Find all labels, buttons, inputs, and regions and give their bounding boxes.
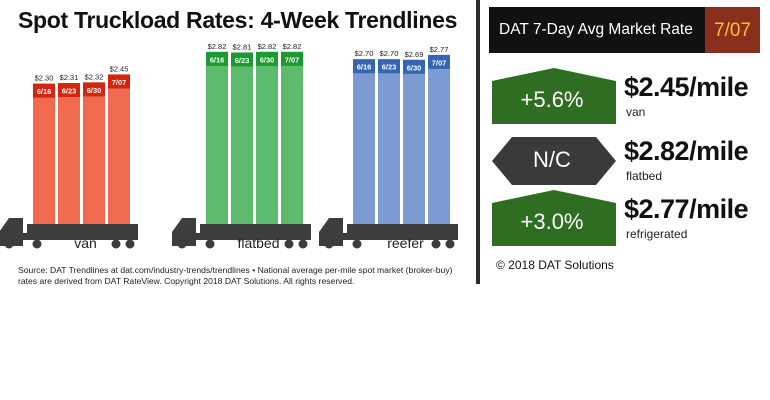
- no-change-badge: [492, 137, 616, 185]
- value-label: $2.81: [233, 42, 252, 51]
- rate-label: flatbed: [626, 169, 663, 183]
- date-tab: [378, 59, 400, 74]
- trailer-deck: [347, 224, 458, 233]
- wheel-icon: [445, 239, 455, 249]
- date-label: 6/16: [37, 87, 52, 96]
- truck-chassis: [23, 233, 138, 240]
- wheel-icon: [4, 239, 14, 249]
- date-label: 7/07: [285, 55, 300, 64]
- date-label: 6/30: [260, 55, 275, 64]
- wheel-icon: [324, 239, 334, 249]
- date-tab: [58, 83, 80, 98]
- value-label: $2.70: [355, 49, 374, 58]
- date-label: 7/07: [112, 78, 127, 87]
- date-tab: [33, 83, 55, 98]
- date-tab: [256, 51, 278, 66]
- date-label: 6/23: [235, 56, 250, 65]
- value-label: $2.31: [60, 73, 79, 82]
- rate-value: $2.45/mile: [624, 72, 749, 102]
- rate-row-van: +5.6% $2.45/mile van: [492, 68, 767, 128]
- bar-flatbed-6/23: [231, 52, 253, 224]
- wheel-icon: [125, 239, 135, 249]
- value-label: $2.45: [110, 64, 129, 73]
- truck-chassis: [343, 233, 458, 240]
- change-value: N/C: [533, 147, 571, 172]
- truck-cab-icon: [172, 218, 196, 246]
- wheel-icon: [352, 239, 362, 249]
- date-tab: [108, 74, 130, 89]
- bar-van-6/23: [58, 83, 80, 224]
- panel-date: 7/07: [705, 7, 760, 53]
- change-value: +3.0%: [520, 209, 584, 234]
- bar-van-6/16: [33, 83, 55, 224]
- date-tab: [206, 51, 228, 66]
- date-tab: [353, 59, 375, 74]
- value-label: $2.30: [35, 74, 54, 83]
- rate-row-flatbed: N/C $2.82/mile flatbed: [492, 132, 767, 192]
- bar-reefer-6/30: [403, 59, 425, 224]
- value-label: $2.69: [405, 50, 424, 59]
- value-label: $2.82: [258, 42, 277, 51]
- date-tab: [428, 54, 450, 69]
- rate-row-reefer: +3.0% $2.77/mile refrigerated: [492, 190, 767, 250]
- group-label-van: van: [74, 235, 97, 251]
- truck-cab-icon: [319, 218, 343, 246]
- panel-header: DAT 7-Day Avg Market Rate 7/07: [489, 7, 760, 53]
- value-label: $2.70: [380, 49, 399, 58]
- up-arrow-badge: [492, 190, 616, 246]
- bar-flatbed-6/30: [256, 51, 278, 225]
- bar-chart: 6/16 $2.30 6/23 $2.31 6/30 $2.32 7/07 $2.45 van 6…: [0, 42, 458, 251]
- panel-title: DAT 7-Day Avg Market Rate: [499, 21, 693, 38]
- value-label: $2.32: [85, 72, 104, 81]
- rate-label: refrigerated: [626, 227, 688, 241]
- wheel-icon: [111, 239, 121, 249]
- date-label: 7/07: [432, 58, 447, 67]
- date-tab: [83, 82, 105, 97]
- bar-reefer-6/23: [378, 59, 400, 225]
- rate-value: $2.82/mile: [624, 136, 749, 166]
- date-label: 6/16: [210, 55, 225, 64]
- bar-reefer-6/16: [353, 59, 375, 225]
- wheel-icon: [284, 239, 294, 249]
- date-tab: [231, 52, 253, 67]
- date-tab: [403, 59, 425, 74]
- bar-flatbed-6/16: [206, 51, 228, 225]
- divider: [476, 0, 480, 284]
- bar-van-6/30: [83, 82, 105, 225]
- source-note: Source: DAT Trendlines at dat.com/indust…: [18, 265, 453, 286]
- truck-chassis: [196, 233, 311, 240]
- bar-flatbed-7/07: [281, 51, 303, 225]
- up-arrow-badge: [492, 68, 616, 124]
- bar-reefer-7/07: [428, 54, 450, 225]
- rate-label: van: [626, 105, 646, 119]
- trailer-deck: [200, 224, 311, 233]
- date-tab: [281, 51, 303, 66]
- rate-value: $2.77/mile: [624, 194, 749, 224]
- trailer-deck: [27, 224, 138, 233]
- wheel-icon: [177, 239, 187, 249]
- date-label: 6/23: [62, 87, 77, 96]
- date-label: 6/30: [87, 86, 102, 95]
- wheel-icon: [32, 239, 42, 249]
- change-value: +5.6%: [520, 87, 584, 112]
- value-label: $2.82: [208, 42, 227, 51]
- bar-van-7/07: [108, 74, 130, 224]
- group-label-flatbed: flatbed: [237, 235, 279, 251]
- copyright: © 2018 DAT Solutions: [496, 258, 614, 272]
- date-label: 6/23: [382, 63, 397, 72]
- date-label: 6/30: [407, 63, 422, 72]
- value-label: $2.77: [430, 45, 449, 54]
- date-label: 6/16: [357, 63, 372, 72]
- wheel-icon: [205, 239, 215, 249]
- chart-title: Spot Truckload Rates: 4-Week Trendlines: [18, 7, 458, 33]
- value-label: $2.82: [283, 42, 302, 51]
- group-label-reefer: reefer: [387, 235, 424, 251]
- wheel-icon: [431, 239, 441, 249]
- wheel-icon: [298, 239, 308, 249]
- truck-cab-icon: [0, 218, 23, 246]
